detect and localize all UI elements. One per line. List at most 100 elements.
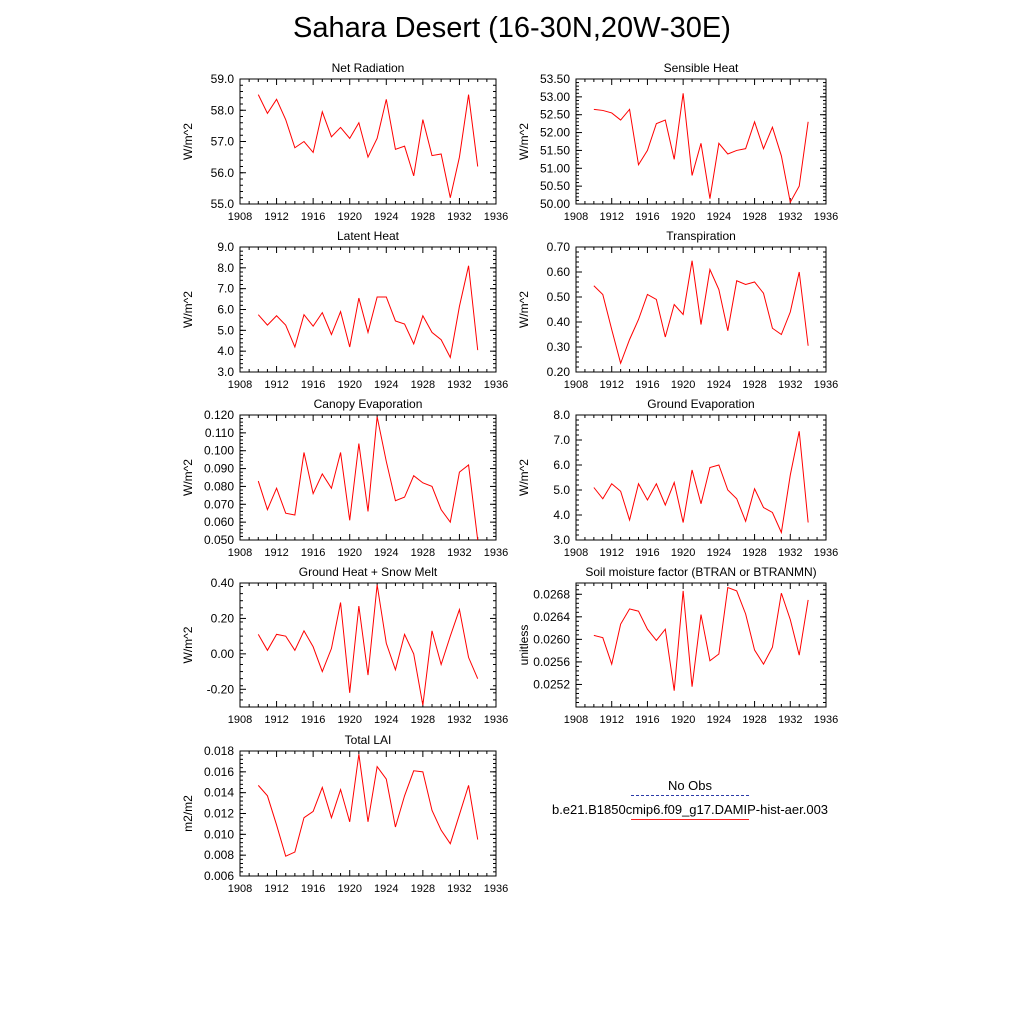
plot-frame — [239, 750, 497, 877]
y-tick-label: 0.110 — [205, 426, 234, 440]
chart-panel-2: 1908 1912 1916 1920 1924 1928 1932 1936 50.00 50.… — [517, 61, 838, 223]
x-tick-label: 1936 — [814, 211, 838, 223]
x-tick-label: 1920 — [671, 547, 695, 559]
x-tick-label: 1912 — [264, 883, 288, 895]
y-tick-label: 0.018 — [204, 744, 234, 758]
x-tick-label: 1916 — [301, 714, 325, 726]
y-tick-label: 51.00 — [540, 161, 570, 175]
x-tick-label: 1908 — [228, 211, 252, 223]
x-tick-label: 1936 — [484, 714, 508, 726]
y-tick-label: 0.016 — [204, 765, 234, 779]
chart-title: Sensible Heat — [664, 61, 739, 75]
y-axis-label: W/m^2 — [181, 626, 195, 663]
y-tick-label: 50.50 — [540, 179, 570, 193]
x-tick-label: 1924 — [707, 211, 731, 223]
x-tick-label: 1912 — [264, 379, 288, 391]
chart-panel-6: 1908 1912 1916 1920 1924 1928 1932 1936 3.0 4.0 5.… — [517, 397, 838, 559]
series-line — [593, 586, 809, 691]
y-tick-label: 0.010 — [204, 827, 234, 841]
legend-obs-label: No Obs — [667, 778, 713, 793]
x-tick-label: 1912 — [264, 211, 288, 223]
y-tick-label: 0.50 — [547, 290, 571, 304]
series-line — [257, 94, 479, 198]
y-tick-label: 0.20 — [547, 365, 571, 379]
legend: No Obs b.e21.B1850cmip6.f09_g17.DAMIP-hi… — [540, 778, 840, 826]
y-tick-label: 0.60 — [547, 265, 571, 279]
plot-frame — [575, 414, 827, 541]
x-tick-label: 1928 — [742, 379, 766, 391]
x-tick-label: 1936 — [484, 211, 508, 223]
y-tick-label: -0.20 — [207, 682, 235, 696]
y-tick-label: 0.008 — [204, 848, 234, 862]
y-tick-label: 56.0 — [211, 166, 235, 180]
y-tick-label: 0.40 — [547, 315, 571, 329]
chart-panel-1: 1908 1912 1916 1920 1924 1928 1932 1936 55.0 56.0… — [181, 61, 508, 223]
y-tick-label: 3.0 — [553, 533, 570, 547]
series-line — [257, 754, 479, 857]
y-tick-label: 0.0256 — [533, 655, 570, 669]
series-line — [257, 416, 479, 541]
y-tick-label: 0.70 — [547, 240, 571, 254]
y-axis-label: W/m^2 — [517, 459, 531, 496]
x-tick-label: 1932 — [447, 547, 471, 559]
x-tick-label: 1916 — [635, 714, 659, 726]
x-tick-label: 1924 — [707, 379, 731, 391]
chart-panel-5: 1908 1912 1916 1920 1924 1928 1932 1936 0.050 0.0… — [181, 397, 508, 559]
x-tick-label: 1912 — [264, 714, 288, 726]
y-tick-label: 53.00 — [540, 90, 570, 104]
y-tick-label: 0.120 — [204, 408, 234, 422]
x-tick-label: 1924 — [374, 211, 398, 223]
x-tick-label: 1936 — [814, 379, 838, 391]
x-tick-label: 1908 — [228, 379, 252, 391]
x-tick-label: 1928 — [411, 883, 435, 895]
series-line — [593, 93, 809, 204]
chart-title: Ground Evaporation — [647, 397, 754, 411]
x-tick-label: 1932 — [778, 547, 802, 559]
chart-panel-8: 1908 1912 1916 1920 1924 1928 1932 1936 0.0252 0.… — [517, 565, 838, 726]
y-tick-label: 5.0 — [217, 323, 234, 337]
x-tick-label: 1920 — [671, 211, 695, 223]
x-tick-label: 1916 — [301, 883, 325, 895]
x-tick-label: 1912 — [264, 547, 288, 559]
y-tick-label: 4.0 — [217, 344, 234, 358]
legend-model-line — [631, 819, 749, 820]
y-tick-label: 51.50 — [540, 143, 570, 157]
x-tick-label: 1916 — [301, 547, 325, 559]
chart-title: Latent Heat — [337, 229, 400, 243]
y-axis-label: W/m^2 — [181, 123, 195, 160]
x-tick-label: 1920 — [337, 883, 361, 895]
series-line — [257, 265, 479, 359]
x-tick-label: 1908 — [228, 547, 252, 559]
chart-title: Soil moisture factor (BTRAN or BTRANMN) — [585, 565, 816, 579]
y-tick-label: 0.070 — [204, 497, 234, 511]
y-tick-label: 5.0 — [553, 483, 570, 497]
x-tick-label: 1916 — [635, 211, 659, 223]
chart-panel-4: 1908 1912 1916 1920 1924 1928 1932 1936 0.20 0.30… — [517, 229, 838, 391]
y-tick-label: 8.0 — [553, 408, 570, 422]
x-tick-label: 1924 — [374, 714, 398, 726]
y-tick-label: 0.0268 — [533, 587, 570, 601]
x-tick-label: 1920 — [671, 379, 695, 391]
x-tick-label: 1916 — [301, 211, 325, 223]
plot-frame — [239, 414, 497, 541]
x-tick-label: 1908 — [228, 714, 252, 726]
y-tick-label: 6.0 — [553, 458, 570, 472]
x-tick-label: 1924 — [707, 547, 731, 559]
x-tick-label: 1932 — [447, 211, 471, 223]
x-tick-label: 1916 — [301, 379, 325, 391]
y-tick-label: 52.50 — [540, 108, 570, 122]
chart-title: Ground Heat + Snow Melt — [299, 565, 438, 579]
x-tick-label: 1916 — [635, 547, 659, 559]
x-tick-label: 1932 — [447, 714, 471, 726]
x-tick-label: 1908 — [228, 883, 252, 895]
y-tick-label: 8.0 — [217, 261, 234, 275]
y-tick-label: 4.0 — [553, 508, 570, 522]
x-tick-label: 1936 — [484, 547, 508, 559]
y-axis-label: W/m^2 — [181, 459, 195, 496]
x-tick-label: 1932 — [447, 379, 471, 391]
y-tick-label: 0.0252 — [533, 677, 570, 691]
y-tick-label: 59.0 — [211, 72, 235, 86]
y-axis-label: m2/m2 — [181, 795, 195, 832]
x-tick-label: 1932 — [778, 211, 802, 223]
